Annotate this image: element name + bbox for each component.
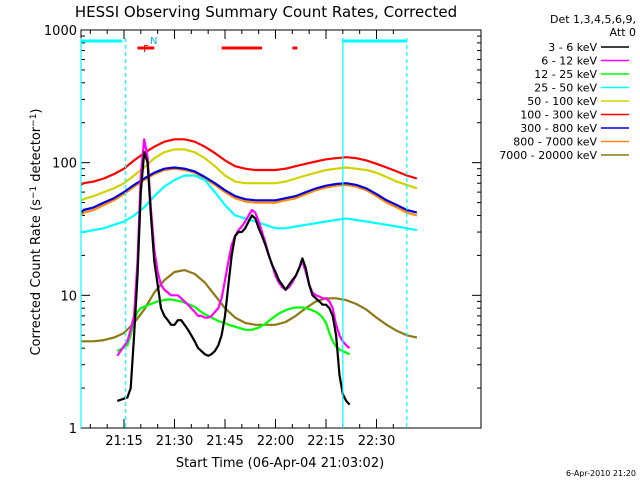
detectors-line-1: Det 1,3,4,5,6,9, (550, 13, 636, 26)
legend-label: 100 - 300 keV (520, 109, 597, 122)
chart-title: HESSI Observing Summary Count Rates, Cor… (75, 3, 457, 21)
x-axis-label: Start Time (06-Apr-04 21:03:02) (176, 456, 384, 471)
y-tick-label: 1000 (44, 24, 77, 39)
legend-label: 3 - 6 keV (548, 41, 597, 54)
legend-label: 800 - 7000 keV (513, 136, 597, 149)
y-tick-label: 1 (69, 422, 77, 437)
series-line (116, 298, 351, 356)
x-tick-label: 22:30 (358, 434, 395, 449)
y-tick-label: 10 (60, 289, 77, 304)
detectors-line-2: Att 0 (610, 26, 636, 39)
flag-label-f: F (143, 44, 149, 55)
series-line (80, 138, 418, 186)
legend-label: 25 - 50 keV (534, 82, 597, 95)
legend-label: 7000 - 20000 keV (499, 149, 597, 162)
footer-date: 6-Apr-2010 21:20 (566, 469, 636, 478)
series-line (81, 174, 418, 234)
series-line (80, 148, 418, 202)
y-tick-label: 100 (52, 157, 77, 172)
series-line (116, 151, 351, 406)
flag-label-n: N (150, 36, 157, 47)
legend-label: 6 - 12 keV (541, 55, 597, 68)
plot-area: 1 10 100 1000 21:15 21:30 21:45 22:00 22:15 22:30… (44, 24, 482, 449)
x-tick-label: 21:15 (105, 434, 142, 449)
x-tick-label: 22:15 (307, 434, 344, 449)
legend-label: 300 - 800 keV (520, 122, 597, 135)
legend-label: 50 - 100 keV (527, 95, 597, 108)
x-tick-label: 21:45 (206, 434, 243, 449)
y-axis-label: Corrected Count Rate (s−1 detector−1) (29, 108, 44, 355)
series-line (80, 167, 418, 217)
x-tick-label: 22:00 (257, 434, 294, 449)
legend-label: 12 - 25 keV (534, 68, 597, 81)
series-line (80, 166, 418, 214)
x-tick-label: 21:30 (156, 434, 193, 449)
